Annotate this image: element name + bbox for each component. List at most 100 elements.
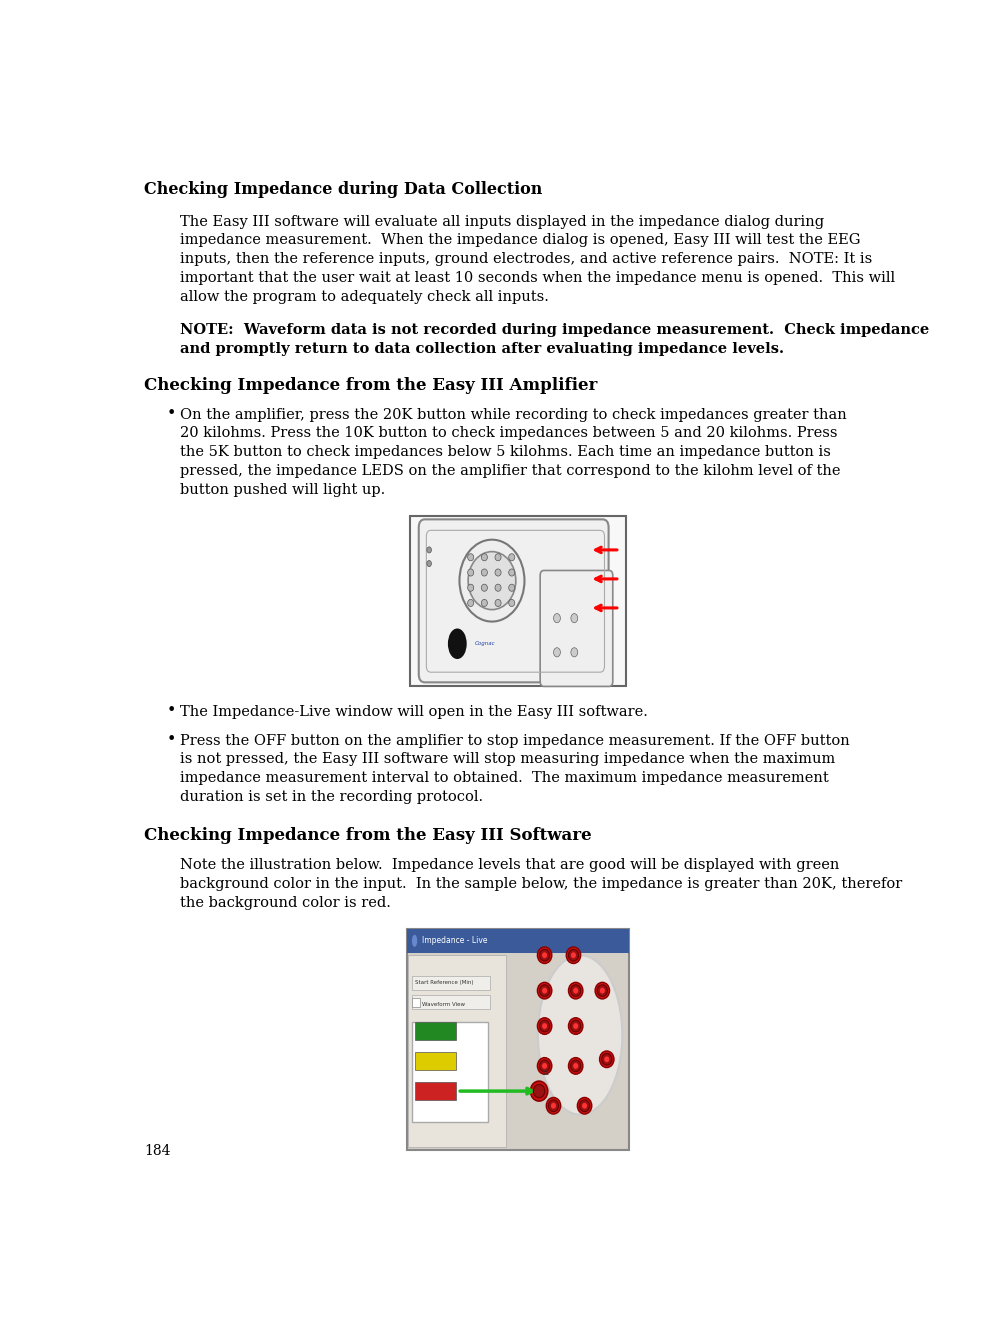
Ellipse shape <box>509 584 515 591</box>
Text: The Easy III software will evaluate all inputs displayed in the impedance dialog: The Easy III software will evaluate all … <box>180 215 824 228</box>
Ellipse shape <box>599 1051 614 1067</box>
Ellipse shape <box>573 1024 578 1029</box>
Ellipse shape <box>546 1097 561 1115</box>
Ellipse shape <box>482 568 488 576</box>
Bar <box>415 1082 456 1100</box>
Ellipse shape <box>571 613 578 623</box>
Text: the background color is red.: the background color is red. <box>180 896 390 910</box>
Ellipse shape <box>534 1084 544 1097</box>
Ellipse shape <box>540 1020 549 1031</box>
Ellipse shape <box>468 551 516 609</box>
Ellipse shape <box>553 613 560 623</box>
Ellipse shape <box>542 988 547 993</box>
Bar <box>407 929 629 954</box>
Ellipse shape <box>509 599 515 607</box>
Ellipse shape <box>542 952 547 958</box>
Bar <box>412 997 420 1006</box>
Ellipse shape <box>468 584 474 591</box>
Text: inputs, then the reference inputs, ground electrodes, and active reference pairs: inputs, then the reference inputs, groun… <box>180 252 872 266</box>
Text: Impedance - Live: Impedance - Live <box>422 936 488 946</box>
Ellipse shape <box>595 983 609 998</box>
Ellipse shape <box>538 1018 552 1034</box>
Ellipse shape <box>459 539 525 621</box>
Bar <box>415 1022 456 1041</box>
Ellipse shape <box>427 547 432 553</box>
Text: impedance measurement interval to obtained.  The maximum impedance measurement: impedance measurement interval to obtain… <box>180 772 828 785</box>
Ellipse shape <box>599 988 605 993</box>
Bar <box>412 976 490 989</box>
Text: the 5K button to check impedances below 5 kilohms. Each time an impedance button: the 5K button to check impedances below … <box>180 446 831 459</box>
FancyBboxPatch shape <box>541 570 613 686</box>
Text: Start Reference (Min): Start Reference (Min) <box>415 980 473 985</box>
Ellipse shape <box>468 599 474 607</box>
Ellipse shape <box>482 554 488 561</box>
Ellipse shape <box>540 950 549 962</box>
Ellipse shape <box>538 983 552 998</box>
Ellipse shape <box>573 1063 578 1068</box>
Ellipse shape <box>601 1054 612 1064</box>
Ellipse shape <box>571 952 576 958</box>
Ellipse shape <box>580 1100 590 1112</box>
Text: •: • <box>167 731 177 748</box>
Text: NOTE:  Waveform data is not recorded during impedance measurement.  Check impeda: NOTE: Waveform data is not recorded duri… <box>180 323 929 336</box>
Ellipse shape <box>551 1103 556 1109</box>
Ellipse shape <box>540 1060 549 1072</box>
Text: Note the illustration below.  Impedance levels that are good will be displayed w: Note the illustration below. Impedance l… <box>180 859 839 872</box>
Ellipse shape <box>571 1060 581 1072</box>
Ellipse shape <box>449 629 466 658</box>
Ellipse shape <box>495 554 501 561</box>
Ellipse shape <box>578 1097 592 1115</box>
Ellipse shape <box>548 1100 558 1112</box>
Text: On the amplifier, press the 20K button while recording to check impedances great: On the amplifier, press the 20K button w… <box>180 408 847 422</box>
Ellipse shape <box>540 985 549 996</box>
Ellipse shape <box>553 648 560 657</box>
Ellipse shape <box>538 955 622 1115</box>
Ellipse shape <box>597 985 607 996</box>
Text: 20 kilohms. Press the 10K button to check impedances between 5 and 20 kilohms. P: 20 kilohms. Press the 10K button to chec… <box>180 426 837 441</box>
Text: •: • <box>167 405 177 422</box>
Text: pressed, the impedance LEDS on the amplifier that correspond to the kilohm level: pressed, the impedance LEDS on the ampli… <box>180 464 840 477</box>
Ellipse shape <box>573 988 578 993</box>
Ellipse shape <box>482 584 488 591</box>
FancyBboxPatch shape <box>419 520 608 682</box>
Bar <box>407 929 629 1150</box>
Ellipse shape <box>568 1018 583 1034</box>
Ellipse shape <box>604 1057 609 1062</box>
Ellipse shape <box>538 947 552 963</box>
Text: duration is set in the recording protocol.: duration is set in the recording protoco… <box>180 790 483 805</box>
Ellipse shape <box>495 599 501 607</box>
Text: Checking Impedance from the Easy III Amplifier: Checking Impedance from the Easy III Amp… <box>144 377 597 393</box>
Bar <box>412 1022 488 1122</box>
Ellipse shape <box>568 950 579 962</box>
Bar <box>415 1053 456 1070</box>
Text: and promptly return to data collection after evaluating impedance levels.: and promptly return to data collection a… <box>180 342 784 356</box>
Ellipse shape <box>566 947 581 963</box>
Ellipse shape <box>568 983 583 998</box>
Ellipse shape <box>538 1058 552 1074</box>
Ellipse shape <box>412 935 417 947</box>
Text: •: • <box>167 702 177 719</box>
Ellipse shape <box>571 1020 581 1031</box>
Text: Checking Impedance from the Easy III Software: Checking Impedance from the Easy III Sof… <box>144 827 592 844</box>
Bar <box>410 516 626 686</box>
Text: 184: 184 <box>144 1144 171 1158</box>
Ellipse shape <box>509 554 515 561</box>
Text: Cognac: Cognac <box>475 641 495 646</box>
Ellipse shape <box>495 568 501 576</box>
Text: button pushed will light up.: button pushed will light up. <box>180 483 385 497</box>
Text: background color in the input.  In the sample below, the impedance is greater th: background color in the input. In the sa… <box>180 877 902 890</box>
Text: The Impedance-Live window will open in the Easy III software.: The Impedance-Live window will open in t… <box>180 704 647 719</box>
Ellipse shape <box>482 599 488 607</box>
Ellipse shape <box>568 1058 583 1074</box>
Text: impedance measurement.  When the impedance dialog is opened, Easy III will test : impedance measurement. When the impedanc… <box>180 233 860 248</box>
Bar <box>408 955 506 1148</box>
Text: important that the user wait at least 10 seconds when the impedance menu is open: important that the user wait at least 10… <box>180 270 895 285</box>
Ellipse shape <box>571 648 578 657</box>
Text: Checking Impedance during Data Collection: Checking Impedance during Data Collectio… <box>144 181 542 198</box>
Ellipse shape <box>468 568 474 576</box>
Text: t1: t1 <box>542 1070 550 1076</box>
Ellipse shape <box>468 554 474 561</box>
Ellipse shape <box>427 561 432 567</box>
Ellipse shape <box>571 985 581 996</box>
Ellipse shape <box>582 1103 587 1109</box>
